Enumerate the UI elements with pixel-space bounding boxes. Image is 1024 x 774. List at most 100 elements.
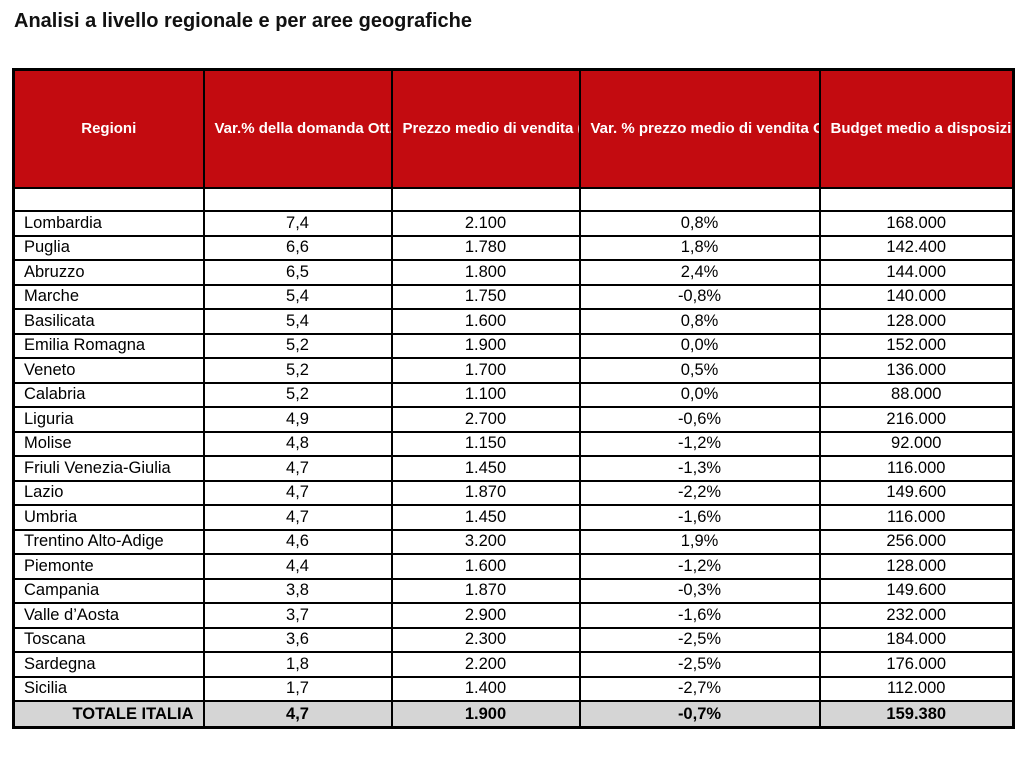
region-rows: Lombardia 7,4 2.100 0,8% 168.000 Puglia … bbox=[12, 210, 1015, 702]
cell-budget: 256.000 bbox=[818, 528, 1015, 555]
cell-budget: 112.000 bbox=[818, 675, 1015, 702]
cell-budget: 149.600 bbox=[818, 577, 1015, 604]
spacer-cell bbox=[818, 187, 1015, 212]
cell-budget: 176.000 bbox=[818, 651, 1015, 678]
table-row: Liguria 4,9 2.700 -0,6% 216.000 bbox=[12, 406, 1015, 433]
cell-prezzo-medio: 1.600 bbox=[390, 553, 581, 580]
cell-region: Liguria bbox=[12, 406, 205, 433]
cell-var-domanda: 4,7 bbox=[202, 455, 393, 482]
table-row: Umbria 4,7 1.450 -1,6% 116.000 bbox=[12, 504, 1015, 531]
cell-var-prezzo: -1,2% bbox=[578, 553, 821, 580]
cell-var-domanda: 3,8 bbox=[202, 577, 393, 604]
table-row: Campania 3,8 1.870 -0,3% 149.600 bbox=[12, 577, 1015, 604]
table-row: Valle d’Aosta 3,7 2.900 -1,6% 232.000 bbox=[12, 602, 1015, 629]
cell-prezzo-medio: 1.400 bbox=[390, 675, 581, 702]
cell-var-prezzo: -2,5% bbox=[578, 651, 821, 678]
cell-budget: 216.000 bbox=[818, 406, 1015, 433]
cell-region: Campania bbox=[12, 577, 205, 604]
column-header-var-domanda: Var.% della domanda Ott./Gen. ‘16 bbox=[202, 68, 393, 189]
column-header-regioni: Regioni bbox=[12, 68, 205, 189]
cell-region: Veneto bbox=[12, 357, 205, 384]
cell-prezzo-medio: 1.600 bbox=[390, 308, 581, 335]
cell-region: Toscana bbox=[12, 626, 205, 653]
cell-var-domanda: 4,6 bbox=[202, 528, 393, 555]
cell-var-domanda: 7,4 bbox=[202, 210, 393, 237]
cell-var-domanda: 5,2 bbox=[202, 357, 393, 384]
cell-prezzo-medio: 2.200 bbox=[390, 651, 581, 678]
cell-var-prezzo: 0,5% bbox=[578, 357, 821, 384]
cell-region: Friuli Venezia-Giulia bbox=[12, 455, 205, 482]
cell-prezzo-medio: 2.900 bbox=[390, 602, 581, 629]
table-row: Piemonte 4,4 1.600 -1,2% 128.000 bbox=[12, 553, 1015, 580]
total-label: TOTALE ITALIA bbox=[12, 700, 205, 729]
cell-prezzo-medio: 2.100 bbox=[390, 210, 581, 237]
cell-var-domanda: 4,7 bbox=[202, 504, 393, 531]
cell-var-domanda: 5,4 bbox=[202, 308, 393, 335]
cell-var-prezzo: -0,6% bbox=[578, 406, 821, 433]
total-prezzo-medio: 1.900 bbox=[390, 700, 581, 729]
cell-var-domanda: 6,5 bbox=[202, 259, 393, 286]
table-row: Sardegna 1,8 2.200 -2,5% 176.000 bbox=[12, 651, 1015, 678]
cell-budget: 88.000 bbox=[818, 381, 1015, 408]
regional-analysis-table: Regioni Var.% della domanda Ott./Gen. ‘1… bbox=[12, 68, 1015, 729]
cell-region: Trentino Alto-Adige bbox=[12, 528, 205, 555]
cell-prezzo-medio: 3.200 bbox=[390, 528, 581, 555]
cell-prezzo-medio: 1.700 bbox=[390, 357, 581, 384]
cell-var-prezzo: -0,3% bbox=[578, 577, 821, 604]
cell-prezzo-medio: 1.900 bbox=[390, 332, 581, 359]
cell-region: Abruzzo bbox=[12, 259, 205, 286]
cell-prezzo-medio: 1.150 bbox=[390, 430, 581, 457]
column-header-prezzo-medio: Prezzo medio di vendita (€/mq) – Ottobre… bbox=[390, 68, 581, 189]
total-budget: 159.380 bbox=[818, 700, 1015, 729]
cell-prezzo-medio: 1.870 bbox=[390, 577, 581, 604]
cell-budget: 184.000 bbox=[818, 626, 1015, 653]
cell-var-domanda: 4,4 bbox=[202, 553, 393, 580]
cell-var-domanda: 1,7 bbox=[202, 675, 393, 702]
cell-var-domanda: 3,6 bbox=[202, 626, 393, 653]
table-row: Trentino Alto-Adige 4,6 3.200 1,9% 256.0… bbox=[12, 528, 1015, 555]
table-row: Calabria 5,2 1.100 0,0% 88.000 bbox=[12, 381, 1015, 408]
cell-var-domanda: 6,6 bbox=[202, 234, 393, 261]
cell-prezzo-medio: 1.450 bbox=[390, 455, 581, 482]
cell-prezzo-medio: 1.100 bbox=[390, 381, 581, 408]
cell-var-prezzo: -2,7% bbox=[578, 675, 821, 702]
table-row: Molise 4,8 1.150 -1,2% 92.000 bbox=[12, 430, 1015, 457]
cell-budget: 140.000 bbox=[818, 283, 1015, 310]
cell-var-prezzo: -1,6% bbox=[578, 504, 821, 531]
total-var-prezzo: -0,7% bbox=[578, 700, 821, 729]
cell-var-domanda: 4,8 bbox=[202, 430, 393, 457]
table-row: Veneto 5,2 1.700 0,5% 136.000 bbox=[12, 357, 1015, 384]
cell-var-prezzo: -2,2% bbox=[578, 479, 821, 506]
cell-budget: 92.000 bbox=[818, 430, 1015, 457]
total-var-domanda: 4,7 bbox=[202, 700, 393, 729]
cell-prezzo-medio: 1.780 bbox=[390, 234, 581, 261]
cell-var-domanda: 4,9 bbox=[202, 406, 393, 433]
cell-var-prezzo: 1,8% bbox=[578, 234, 821, 261]
cell-budget: 152.000 bbox=[818, 332, 1015, 359]
cell-prezzo-medio: 1.450 bbox=[390, 504, 581, 531]
total-row: TOTALE ITALIA 4,7 1.900 -0,7% 159.380 bbox=[12, 700, 1015, 729]
table-row: Toscana 3,6 2.300 -2,5% 184.000 bbox=[12, 626, 1015, 653]
column-header-budget: Budget medio a disposizione (Ottobre 201… bbox=[818, 68, 1015, 189]
table-header: Regioni Var.% della domanda Ott./Gen. ‘1… bbox=[12, 68, 1015, 189]
spacer-cell bbox=[578, 187, 821, 212]
table-row: Friuli Venezia-Giulia 4,7 1.450 -1,3% 11… bbox=[12, 455, 1015, 482]
cell-var-prezzo: -1,6% bbox=[578, 602, 821, 629]
cell-budget: 168.000 bbox=[818, 210, 1015, 237]
table-row: Sicilia 1,7 1.400 -2,7% 112.000 bbox=[12, 675, 1015, 702]
cell-var-prezzo: 0,0% bbox=[578, 381, 821, 408]
spacer-row bbox=[12, 187, 1015, 212]
cell-region: Calabria bbox=[12, 381, 205, 408]
cell-prezzo-medio: 1.870 bbox=[390, 479, 581, 506]
table-row: Abruzzo 6,5 1.800 2,4% 144.000 bbox=[12, 259, 1015, 286]
table-row: Marche 5,4 1.750 -0,8% 140.000 bbox=[12, 283, 1015, 310]
column-header-var-prezzo: Var. % prezzo medio di vendita Ott./Gen.… bbox=[578, 68, 821, 189]
cell-var-domanda: 5,4 bbox=[202, 283, 393, 310]
cell-var-prezzo: -1,3% bbox=[578, 455, 821, 482]
cell-prezzo-medio: 2.300 bbox=[390, 626, 581, 653]
cell-var-domanda: 3,7 bbox=[202, 602, 393, 629]
cell-region: Emilia Romagna bbox=[12, 332, 205, 359]
cell-budget: 232.000 bbox=[818, 602, 1015, 629]
table-row: Puglia 6,6 1.780 1,8% 142.400 bbox=[12, 234, 1015, 261]
